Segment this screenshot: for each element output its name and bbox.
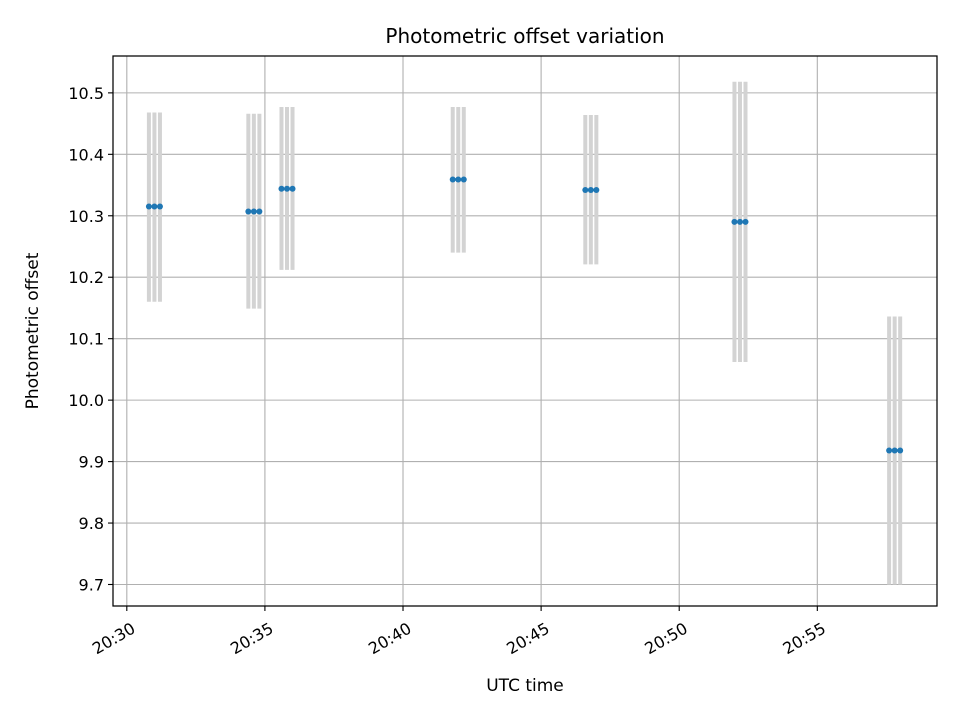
y-axis-title: Photometric offset [23, 252, 43, 409]
data-point [250, 208, 257, 215]
y-tick-label: 10.1 [68, 330, 104, 349]
plot-frame [112, 55, 938, 607]
y-tick-label: 10.3 [68, 207, 104, 226]
data-point [587, 186, 594, 193]
x-tick-label: 20:55 [779, 619, 828, 659]
data-point [742, 218, 749, 225]
data-point [156, 203, 163, 210]
data-point [145, 203, 152, 210]
data-point [736, 218, 743, 225]
y-tick-label: 10.2 [68, 268, 104, 287]
data-point [289, 185, 296, 192]
axis-ticks: 20:30 20:35 20:40 20:45 20:50 20:55 9.7 9.8 9.9 1… [68, 84, 829, 658]
data-point [449, 176, 456, 183]
data-point [245, 208, 252, 215]
y-tick-label: 10.0 [68, 391, 104, 410]
data-point [897, 447, 904, 454]
x-axis-title: UTC time [486, 676, 564, 696]
data-point [731, 218, 738, 225]
data-point [891, 447, 898, 454]
x-tick-label: 20:45 [503, 619, 552, 659]
data-point [151, 203, 158, 210]
error-bars [146, 81, 903, 585]
y-tick-label: 10.5 [68, 84, 104, 103]
y-tick-label: 9.9 [79, 453, 104, 472]
y-tick-label: 9.8 [79, 514, 104, 533]
x-tick-label: 20:40 [365, 619, 414, 659]
data-point [886, 447, 893, 454]
data-point [582, 186, 589, 193]
data-point [284, 185, 291, 192]
y-tick-label: 9.7 [79, 575, 104, 594]
grid [113, 56, 937, 606]
x-tick-label: 20:30 [89, 619, 138, 659]
data-point [460, 176, 467, 183]
data-point [455, 176, 462, 183]
chart-title: Photometric offset variation [385, 24, 664, 48]
x-tick-label: 20:35 [227, 619, 276, 659]
data-point [256, 208, 263, 215]
x-tick-label: 20:50 [641, 619, 690, 659]
data-point [593, 186, 600, 193]
y-tick-label: 10.4 [68, 145, 104, 164]
data-point [278, 185, 285, 192]
data-points [145, 176, 904, 454]
